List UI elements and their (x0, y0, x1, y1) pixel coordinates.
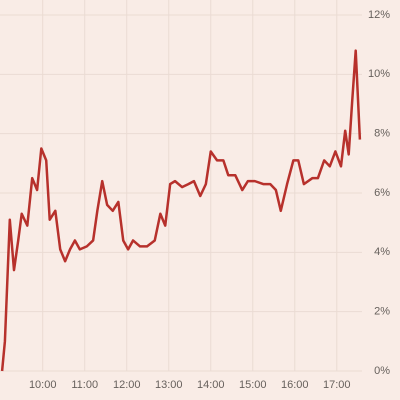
x-tick-label: 14:00 (197, 379, 225, 391)
x-tick-label: 13:00 (155, 379, 183, 391)
x-tick-label: 12:00 (113, 379, 141, 391)
x-tick-label: 16:00 (281, 379, 309, 391)
y-tick-label: 2% (374, 306, 390, 318)
y-tick-label: 8% (374, 128, 390, 140)
line (0, 49, 362, 372)
x-tick-label: 17:00 (323, 379, 351, 391)
y-tick-label: 0% (374, 365, 390, 377)
y-tick-label: 10% (368, 68, 390, 80)
x-tick-label: 10:00 (29, 379, 57, 391)
y-tick-label: 12% (368, 9, 390, 21)
y-tick-label: 4% (374, 246, 390, 258)
x-tick-label: 11:00 (71, 379, 98, 391)
y-tick-label: 6% (374, 187, 390, 199)
x-tick-label: 15:00 (239, 379, 267, 391)
